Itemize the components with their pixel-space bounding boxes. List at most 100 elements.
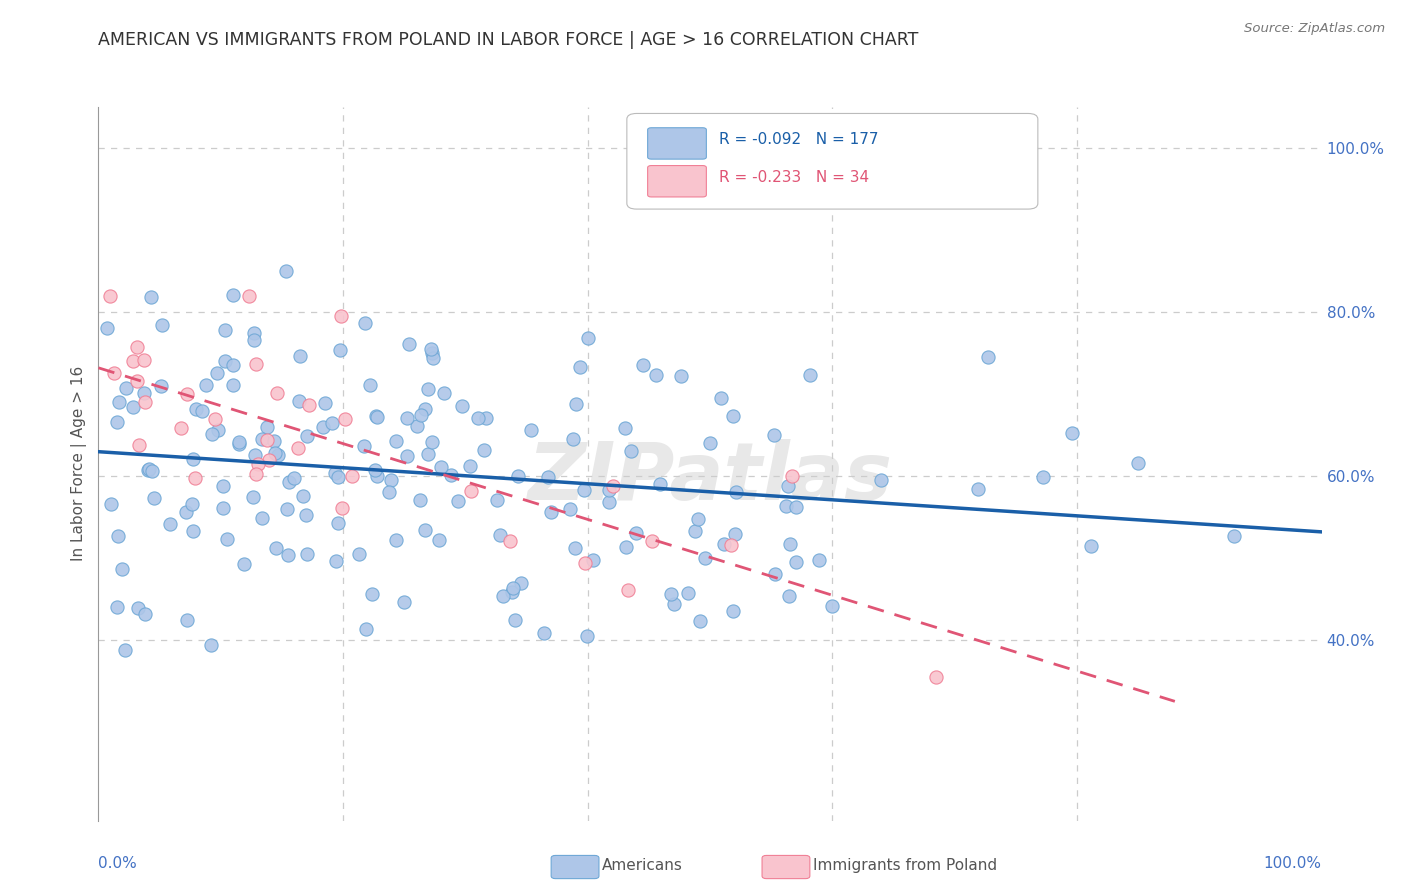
Point [264, 541, 287, 555]
Point [460, 484, 482, 499]
Point [128, 438, 150, 452]
Point [266, 386, 288, 401]
Point [614, 541, 637, 555]
Point [290, 349, 312, 363]
Text: Immigrants from Poland: Immigrants from Poland [813, 858, 997, 872]
Point [489, 528, 512, 542]
Point [136, 463, 159, 477]
Point [498, 534, 520, 549]
Point [100, 497, 122, 511]
Point [170, 421, 193, 435]
Point [429, 460, 451, 475]
Point [138, 462, 160, 476]
Point [242, 333, 264, 347]
Point [427, 533, 450, 547]
Point [416, 447, 439, 461]
Point [105, 599, 128, 614]
Point [869, 473, 891, 487]
Point [364, 463, 387, 477]
Point [283, 471, 305, 485]
Point [720, 538, 742, 552]
Point [132, 353, 155, 368]
Point [602, 478, 624, 492]
Point [222, 358, 245, 372]
Point [107, 529, 129, 543]
Text: Americans: Americans [602, 858, 683, 872]
Point [662, 598, 685, 612]
Point [569, 360, 592, 375]
Point [325, 554, 347, 568]
Point [96, 320, 118, 334]
Point [506, 469, 529, 483]
FancyBboxPatch shape [648, 166, 706, 197]
Point [780, 469, 803, 483]
Point [689, 614, 711, 628]
Point [233, 557, 256, 571]
Point [298, 398, 321, 412]
FancyBboxPatch shape [627, 113, 1038, 209]
Point [212, 478, 235, 492]
Point [149, 379, 172, 393]
Point [257, 452, 280, 467]
Point [676, 586, 699, 600]
Point [205, 367, 228, 381]
Point [217, 532, 239, 546]
Point [565, 397, 588, 411]
Point [349, 547, 371, 561]
Point [620, 443, 643, 458]
Text: R = -0.092   N = 177: R = -0.092 N = 177 [718, 132, 879, 147]
Point [292, 489, 315, 503]
Point [150, 318, 173, 332]
Point [277, 548, 299, 562]
Point [617, 583, 640, 598]
Point [329, 343, 352, 357]
Point [598, 483, 620, 498]
Point [422, 351, 444, 365]
Point [685, 524, 707, 538]
Point [1062, 426, 1084, 441]
Point [967, 483, 990, 497]
Point [180, 497, 202, 511]
Point [134, 395, 156, 409]
Point [201, 427, 224, 442]
Point [418, 382, 440, 396]
Point [641, 533, 664, 548]
Point [295, 429, 318, 443]
Point [181, 451, 204, 466]
Point [562, 432, 585, 446]
Point [238, 288, 260, 302]
Point [139, 290, 162, 304]
Text: 100.0%: 100.0% [1264, 856, 1322, 871]
Point [1223, 529, 1246, 543]
Point [340, 469, 363, 483]
Point [314, 396, 336, 410]
Point [184, 401, 207, 416]
Point [360, 587, 382, 601]
Point [433, 386, 456, 401]
Point [288, 393, 311, 408]
Point [533, 626, 555, 640]
Point [472, 442, 495, 457]
Point [214, 323, 236, 337]
Point [413, 402, 436, 417]
Point [245, 357, 267, 371]
Point [204, 412, 226, 426]
Point [458, 458, 481, 473]
Point [207, 423, 229, 437]
Point [127, 340, 149, 354]
Text: ZIPatlas: ZIPatlas [527, 439, 893, 517]
Point [633, 359, 655, 373]
Point [212, 500, 235, 515]
Point [721, 409, 744, 423]
Point [785, 555, 807, 569]
Point [540, 505, 562, 519]
Point [98, 288, 121, 302]
Point [501, 585, 523, 599]
Point [925, 670, 948, 684]
Point [778, 590, 800, 604]
Point [246, 457, 269, 471]
Point [176, 387, 198, 401]
Point [799, 368, 821, 382]
Point [228, 434, 250, 449]
Point [366, 409, 388, 423]
